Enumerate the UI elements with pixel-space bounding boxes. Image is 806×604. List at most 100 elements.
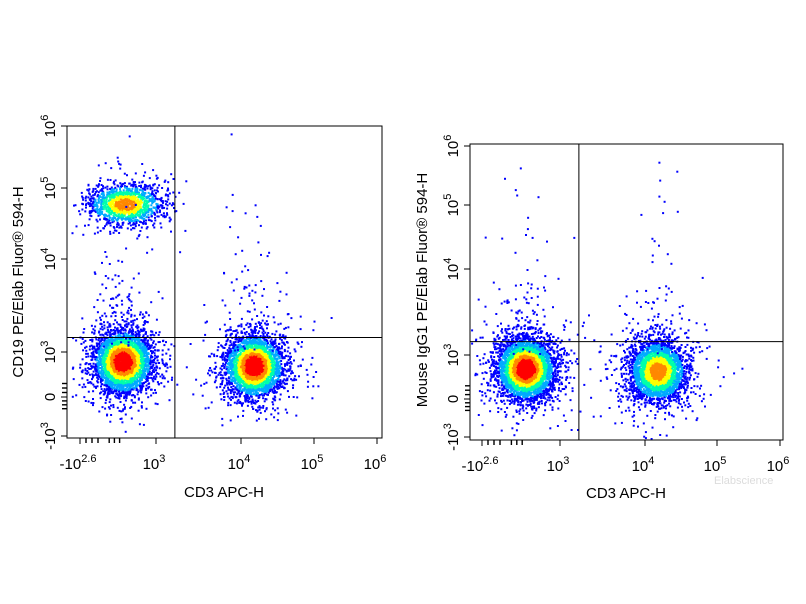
plot-cd19-event-dot [103, 201, 106, 204]
plot-cd19-event-dot [122, 408, 125, 411]
plot-cd19-event-dot [140, 208, 143, 211]
plot-cd19-event-dot [145, 349, 148, 352]
plot-cd19-event-dot [130, 313, 133, 316]
plot-cd19-event-dot [105, 377, 108, 380]
plot-cd19-event-dot [92, 194, 95, 197]
plot-cd19-event-dot [134, 183, 137, 186]
plot-cd19-event-dot [101, 366, 103, 369]
plot-cd19-event-dot [106, 396, 109, 399]
plot-cd19-event-dot [133, 319, 136, 322]
plot-cd19-event-dot [152, 224, 155, 227]
plot-cd19-event-dot [109, 209, 112, 212]
plot-cd19-event-dot [135, 351, 138, 354]
plot-cd19-event-dot [108, 384, 111, 387]
plot-cd19-event-dot [110, 218, 113, 221]
plot-cd19-event-dot [119, 216, 122, 219]
plot-cd19-event-dot [158, 184, 161, 187]
plot-cd19-event-dot [139, 207, 142, 210]
plot-cd19-event-dot [166, 200, 169, 203]
plot-cd19-event-dot [99, 213, 101, 216]
plot-cd19-event-dot [81, 338, 84, 340]
plot-cd19-event-dot [97, 350, 100, 353]
plot-cd19-event-dot [133, 351, 136, 353]
plot-cd19-event-dot [99, 177, 102, 180]
plot-cd19-event-dot [168, 399, 171, 402]
plot-cd19-event-dot [136, 219, 139, 221]
plot-cd19-event-dot [106, 188, 109, 191]
plot-cd19-event-dot [113, 213, 116, 216]
plot-cd19-event-dot [104, 205, 107, 208]
plot-cd19-event-dot [155, 208, 158, 211]
plot-cd19-event-dot [113, 180, 115, 183]
plot-cd19-event-dot [162, 215, 165, 218]
plot-cd19-event-dot [90, 211, 93, 214]
plot-cd19-event-dot [103, 198, 106, 201]
plot-cd19-event-dot [128, 348, 131, 351]
plot-cd19-event-dot [129, 199, 132, 202]
plot-cd19-event-dot [117, 375, 120, 377]
plot-cd19-event-dot [156, 198, 159, 201]
plot-cd19-event-dot [96, 385, 99, 388]
plot-cd19-event-dot [117, 397, 120, 400]
plot-cd19-event-dot [117, 368, 120, 371]
plot-cd19-event-dot [154, 219, 157, 222]
plot-cd19-event-dot [133, 369, 136, 372]
plot-cd19-event-dot [87, 355, 90, 358]
plot-cd19-event-dot [152, 392, 155, 395]
plot-cd19-event-dot [123, 362, 125, 365]
plot-cd19-event-dot [121, 195, 123, 198]
plot-cd19-event-dot [133, 360, 136, 363]
plot-cd19-event-dot [140, 351, 143, 354]
plot-cd19-event-dot [145, 204, 148, 207]
plot-cd19-event-dot [107, 330, 110, 333]
plot-cd19-event-dot [122, 392, 124, 394]
plot-cd19-event-dot [112, 363, 115, 366]
plot-cd19-event-dot [126, 198, 129, 201]
plot-cd19-event-dot [136, 205, 139, 208]
plot-cd19-event-dot [133, 200, 136, 203]
plot-cd19-event-dot [143, 187, 146, 190]
plot-cd19-event-dot [134, 331, 137, 334]
plot-cd19-event-dot [154, 402, 157, 405]
plot-cd19-event-dot [147, 353, 150, 356]
plot-cd19-event-dot [120, 205, 123, 207]
plot-cd19-event-dot [119, 339, 122, 342]
plot-cd19-event-dot [145, 384, 148, 387]
plot-cd19-event-dot [155, 355, 158, 358]
plot-cd19-event-dot [125, 201, 128, 204]
plot-cd19-event-dot [144, 345, 147, 348]
plot-cd19-event-dot [110, 191, 113, 194]
plot-cd19-event-dot [104, 390, 107, 393]
plot-cd19-event-dot [149, 337, 152, 340]
plot-cd19-event-dot [134, 207, 137, 210]
plot-cd19-event-dot [150, 338, 153, 341]
plot-cd19-event-dot [140, 199, 142, 202]
plot-cd19-event-dot [139, 213, 142, 216]
plot-cd19-event-dot [169, 218, 172, 221]
plot-cd19-event-dot [128, 364, 131, 367]
plot-cd19-event-dot [84, 210, 87, 213]
plot-cd19-event-dot [105, 399, 108, 402]
plot-cd19-event-dot [130, 308, 132, 311]
plot-cd19-event-dot [113, 205, 116, 208]
plot-cd19-event-dot [117, 203, 120, 206]
plot-cd19-event-dot [144, 364, 147, 367]
plot-cd19-event-dot [101, 283, 104, 286]
plot-cd19-event-dot [131, 201, 133, 204]
plot-cd19-event-dot [120, 379, 123, 382]
plot-cd19-event-dot [141, 187, 144, 190]
plot-cd19-event-dot [114, 348, 116, 351]
plot-cd19-event-dot [112, 377, 115, 380]
plot-cd19-event-dot [120, 366, 123, 369]
plot-cd19-event-dot [92, 370, 95, 373]
plot-cd19-event-dot [155, 202, 158, 205]
plot-cd19-event-dot [130, 354, 132, 356]
plot-cd19-event-dot [120, 193, 123, 196]
plot-cd19-event-dot [93, 201, 96, 203]
plot-cd19-event-dot [131, 206, 134, 209]
plot-cd19-event-dot [92, 200, 95, 203]
plot-cd19-event-dot [130, 405, 133, 408]
plot-cd19-event-dot [98, 345, 101, 348]
plot-cd19-event-dot [163, 344, 166, 347]
plot-cd19-event-dot [102, 187, 105, 190]
